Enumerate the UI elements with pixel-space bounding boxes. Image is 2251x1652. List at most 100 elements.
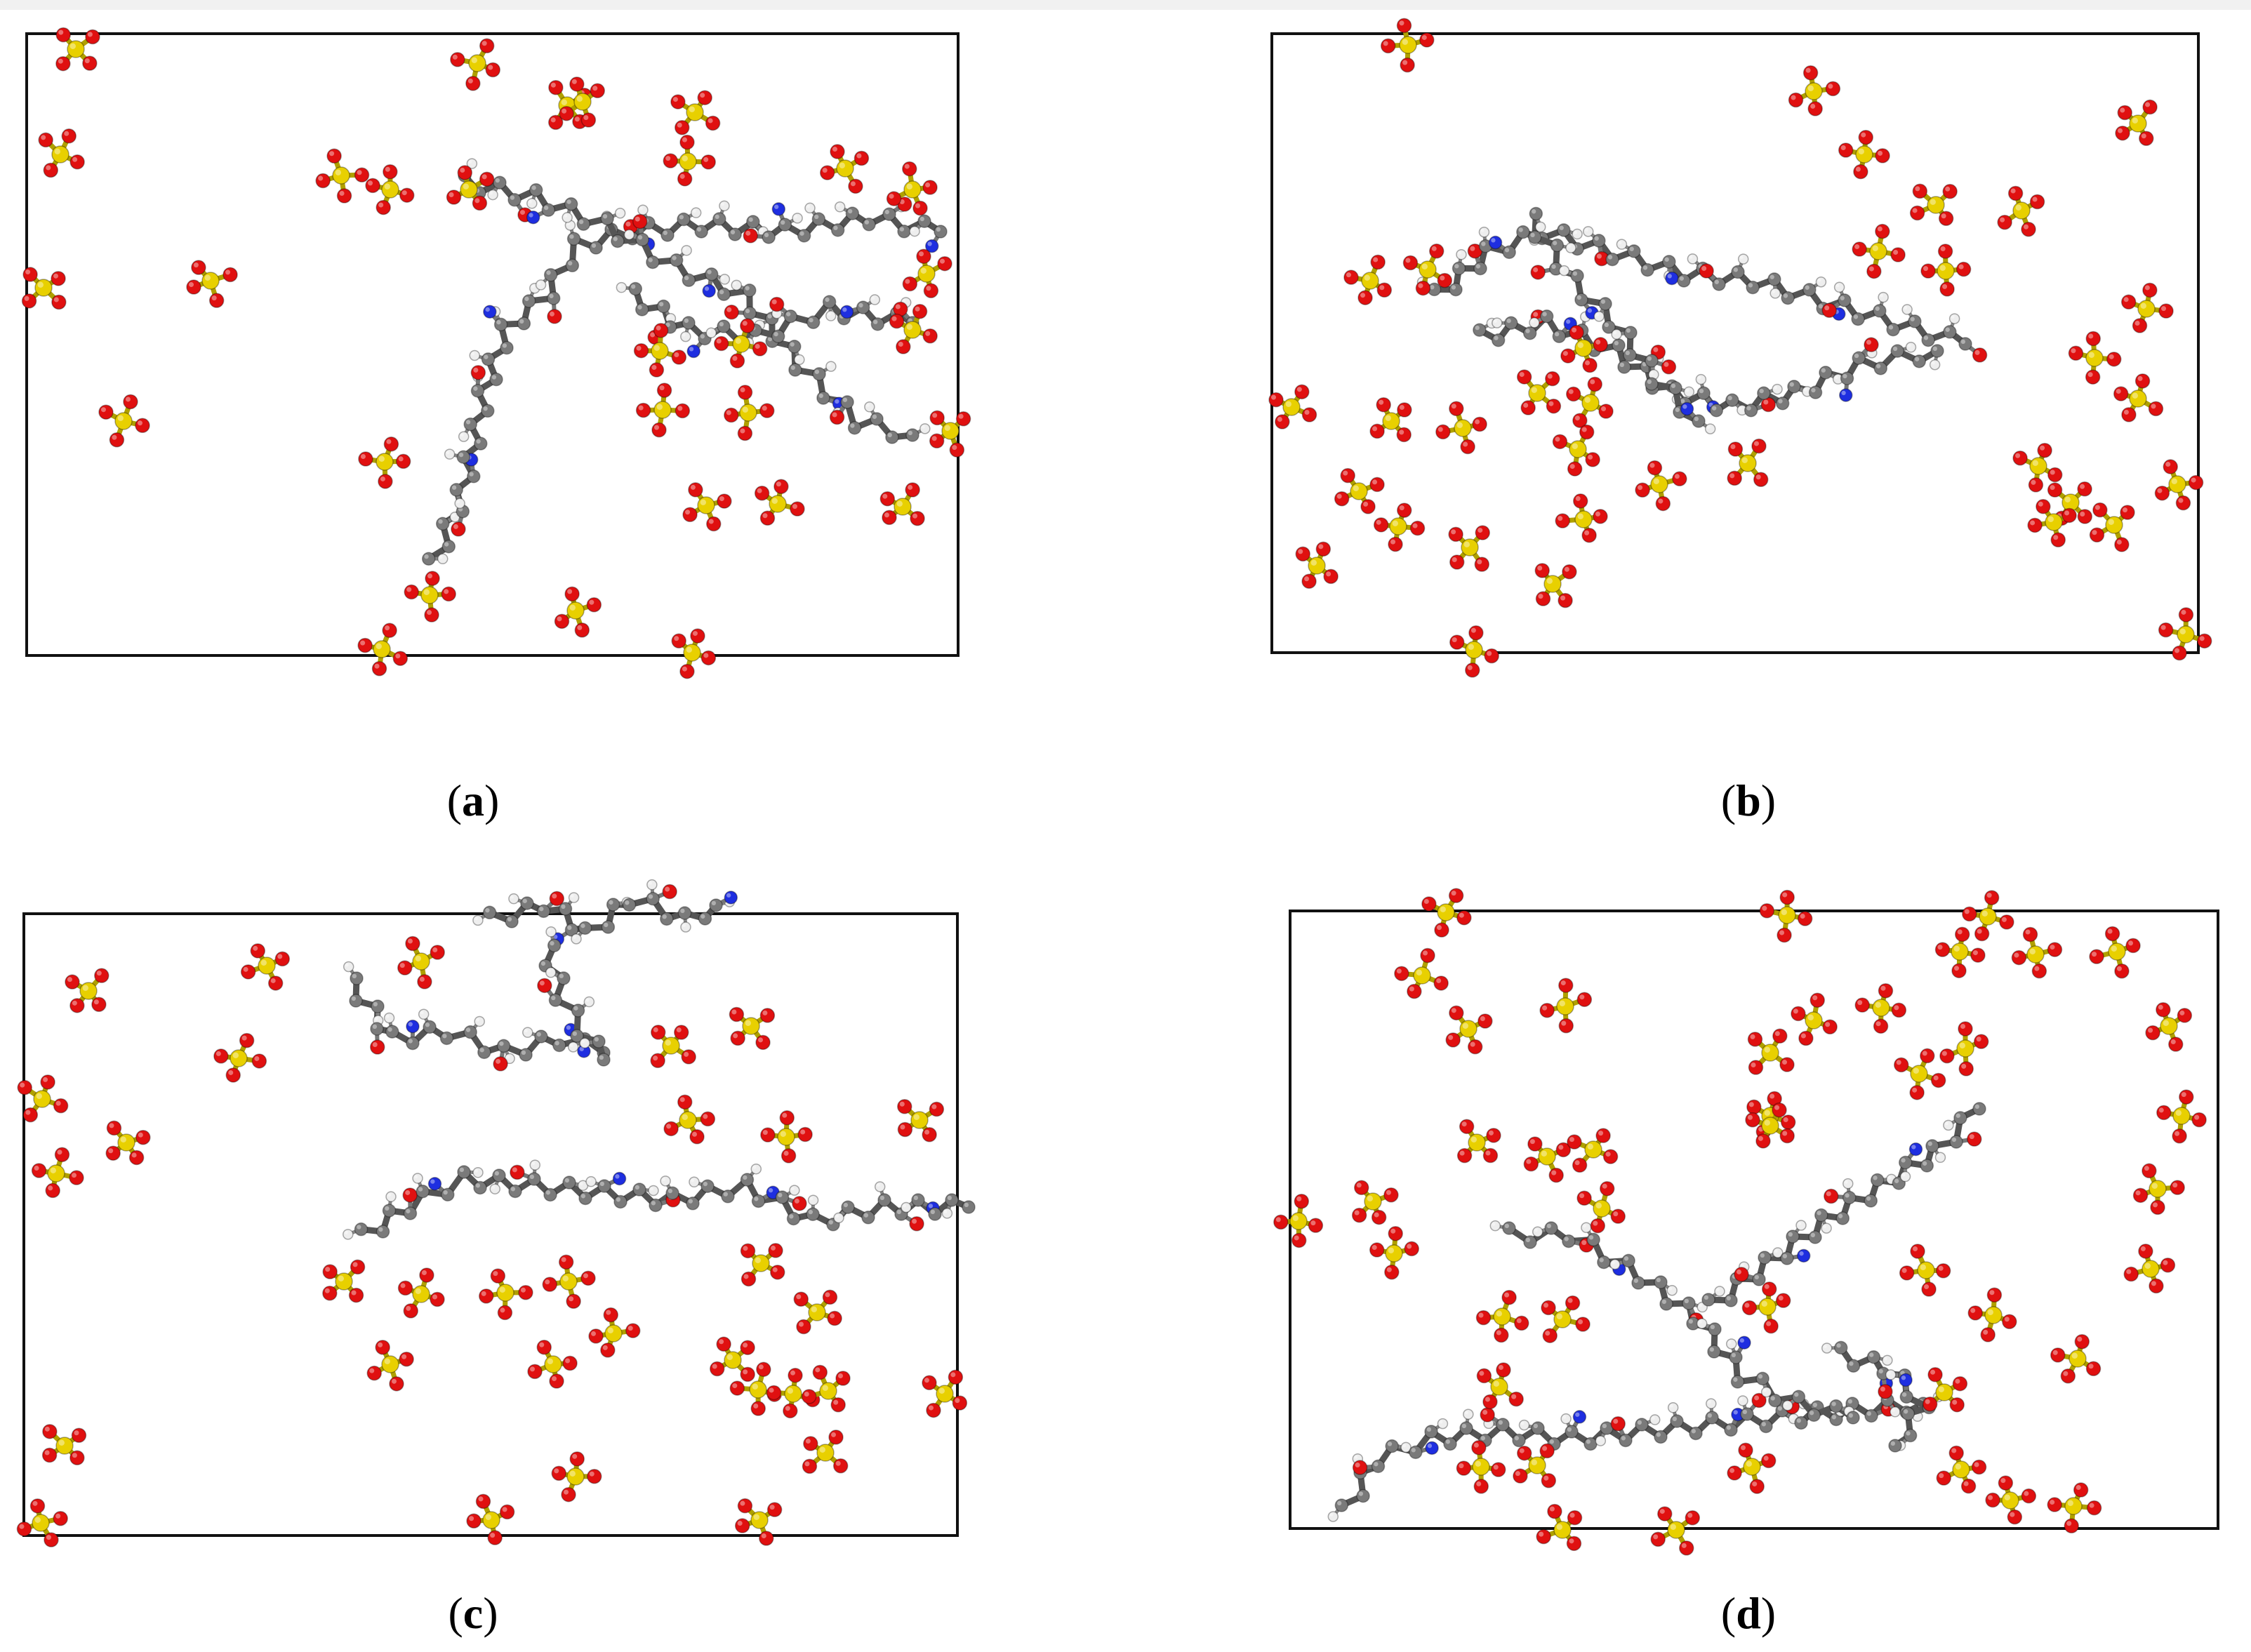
sulfate-ion-d [1456,1119,1501,1164]
sulfate-ion-d [1727,1442,1777,1494]
sulfate-ion-d [1854,983,1907,1034]
sulfate-ion-b [1997,185,2045,237]
sulfate-ion-c [31,1147,84,1199]
sulfate-ion-b [1448,525,1490,572]
sulfate-ion-a [315,148,370,204]
sulfate-ion-c [802,1430,849,1474]
sulfate-ion-b [1449,625,1499,678]
caption-c: (c) [448,1588,498,1638]
sulfate-ion-d [2145,1002,2193,1052]
sulfate-ion-c [650,1025,696,1069]
sulfate-ion-a [635,382,691,438]
polymer-chain-a1 [421,196,948,566]
sulfate-ion-c [897,1099,945,1143]
sulfate-ion-d [1791,992,1838,1046]
caption-d: (d) [1720,1588,1777,1638]
polymer-chain-b3 [1527,206,1716,434]
sulfate-ion-a [365,164,415,215]
sulfate-ion-d [1741,1281,1791,1334]
sulfate-ion-d [1962,890,2014,942]
sulfate-ion-b [2027,499,2077,548]
sulfate-ion-b [1788,65,1841,116]
caption-a-letter: a [462,775,484,825]
sulfate-ion-d [1421,888,1472,938]
sulfate-ion-c [729,1361,783,1416]
sulfate-ion-a [404,571,456,622]
polymer-chain-b1 [1416,223,1988,363]
sulfate-ion-d [1369,1225,1419,1280]
sulfate-ion-d [1650,1506,1701,1556]
sulfate-ion-d [1539,978,1593,1034]
sulfate-ion-d [2050,1333,2101,1384]
sulfate-ion-d [1576,1180,1626,1234]
sulfate-ion-d [1893,1048,1946,1100]
sulfate-ion-d [1567,1128,1619,1173]
sulfate-ion-a [663,134,716,187]
sulfate-ion-b [1552,424,1600,477]
sulfate-ion-a [886,161,938,216]
sulfate-ion-a [819,144,870,194]
sulfate-ion-b [2154,459,2204,511]
molecules-layer [16,18,2212,1556]
sulfate-ion-d [1899,1244,1951,1297]
sulfate-ion-a [98,394,150,448]
polymer-chain-d2 [1489,1220,1860,1425]
sulfate-ion-a [55,27,100,72]
sulfate-ion-a [671,628,717,679]
sulfate-ion-d [2156,1089,2207,1144]
sulfate-ion-a [682,482,732,532]
caption-c-letter: c [463,1588,484,1638]
sulfate-ion-d [1513,1443,1557,1488]
sulfate-ion-a [902,248,952,298]
sulfate-ion-b [2089,502,2135,552]
caption-b-letter: b [1736,775,1761,825]
sulfate-ion-b [2012,442,2063,493]
sulfate-ion-b [1369,397,1412,443]
sulfate-ion-d [1351,1180,1399,1225]
sulfate-ion-c [760,1110,813,1164]
sulfate-ion-c [551,1451,602,1503]
sulfate-ion-a [633,323,687,378]
sulfate-ion-b [1268,384,1317,429]
polymer-chain-c4 [343,1159,976,1240]
sulfate-ion-c [527,1340,578,1389]
sulfate-ion-d [1934,926,1986,978]
sulfate-ion-b [1343,254,1393,305]
sulfate-ion-b [1534,563,1577,608]
sulfate-ion-a [450,38,501,91]
sulfate-ion-d [1541,1295,1591,1343]
sulfate-ion-c [663,1094,716,1145]
sulfate-ion-c [366,1340,414,1392]
sulfate-ion-d [1939,1021,1989,1077]
sulfate-ion-b [1402,244,1453,296]
sulfate-ion-a [879,482,925,526]
sulfate-ion-b [2068,331,2122,385]
sulfate-ion-c [240,943,291,991]
sulfate-ion-b [1435,401,1487,455]
sulfate-ion-a [38,128,85,178]
polymer-chain-c3 [537,926,611,1067]
sulfate-ion-a [754,479,805,526]
polymer-chain-d3 [1701,1102,1986,1307]
sulfate-ion-b [2158,607,2212,661]
sulfate-ion-b [1560,325,1608,373]
sulfate-ion-c [16,1498,68,1547]
sulfate-ion-d [1476,1362,1524,1410]
sulfate-ion-d [1475,1289,1529,1343]
sulfate-ion-d [2123,1244,2176,1294]
sulfate-ion-c [213,1032,267,1083]
sulfate-ion-d [1456,1440,1506,1494]
sulfate-ion-a [357,622,409,677]
sulfate-ion-a [559,76,605,128]
sulfate-ion-d [1445,1005,1493,1055]
sulfate-ion-c [322,1259,366,1303]
sulfate-ion-c [17,1074,69,1123]
sulfate-ion-b [1635,460,1687,512]
sulfate-ion-a [670,90,721,135]
sulfate-ion-b [1295,541,1339,589]
sulfate-ion-c [729,1006,776,1051]
sulfate-ion-a [724,385,775,441]
polymer-chain-d1 [1327,1376,1930,1522]
sulfate-ion-b [1920,244,1972,297]
